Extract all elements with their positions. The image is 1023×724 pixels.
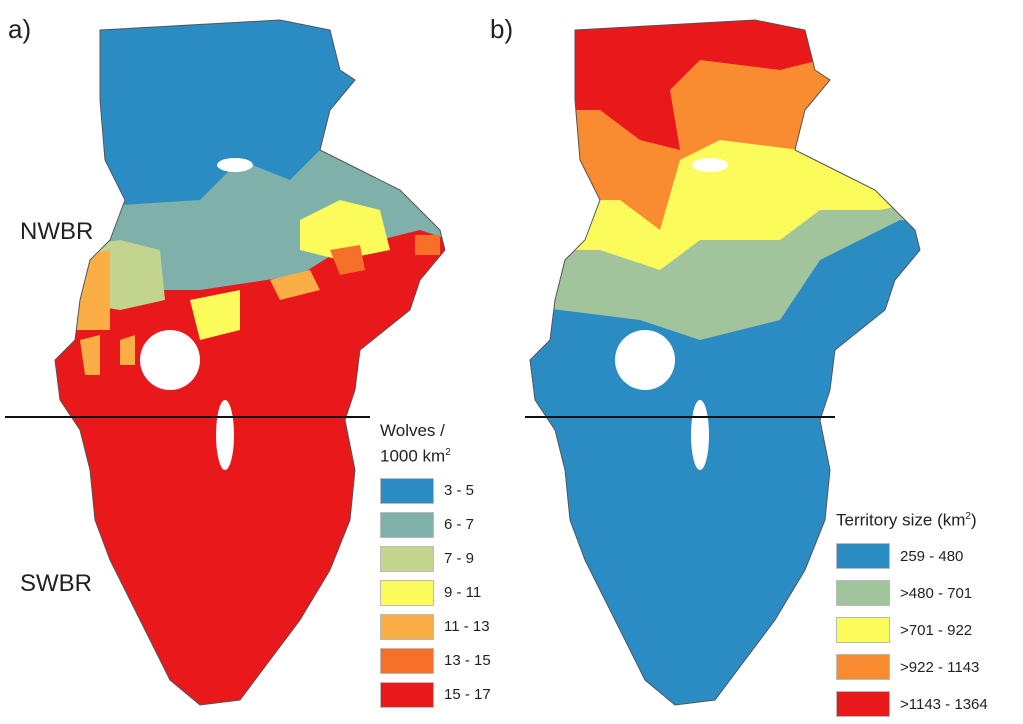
map-a-outline	[54, 19, 446, 706]
legend-title: Wolves /1000 km2	[380, 421, 451, 466]
legend-item: 15 - 17	[380, 678, 491, 712]
region-label-swbr: SWBR	[20, 570, 92, 597]
legend-item: >1143 - 1364	[836, 686, 988, 723]
panel-label-b: b)	[490, 14, 514, 44]
legend-item: 9 - 11	[380, 576, 491, 610]
legend-item: 11 - 13	[380, 610, 491, 644]
legend-item: >922 - 1143	[836, 649, 988, 686]
panel-label-a: a)	[8, 14, 32, 44]
legend-item: 259 - 480	[836, 538, 988, 575]
legend-item: 7 - 9	[380, 542, 491, 576]
region-label-nwbr: NWBR	[20, 218, 94, 245]
legend-territory: Territory size (km2) 259 - 480 >480 - 70…	[836, 506, 988, 723]
legend-wolves: Wolves /1000 km2 3 - 5 6 - 7 7 - 9 9 - 1…	[380, 420, 491, 712]
map-b-outline	[529, 19, 921, 706]
legend-item: 6 - 7	[380, 508, 491, 542]
legend-item: 13 - 15	[380, 644, 491, 678]
legend-item: >701 - 922	[836, 612, 988, 649]
legend-item: >480 - 701	[836, 575, 988, 612]
legend-item: 3 - 5	[380, 474, 491, 508]
legend-title: Territory size (km2)	[836, 510, 977, 530]
